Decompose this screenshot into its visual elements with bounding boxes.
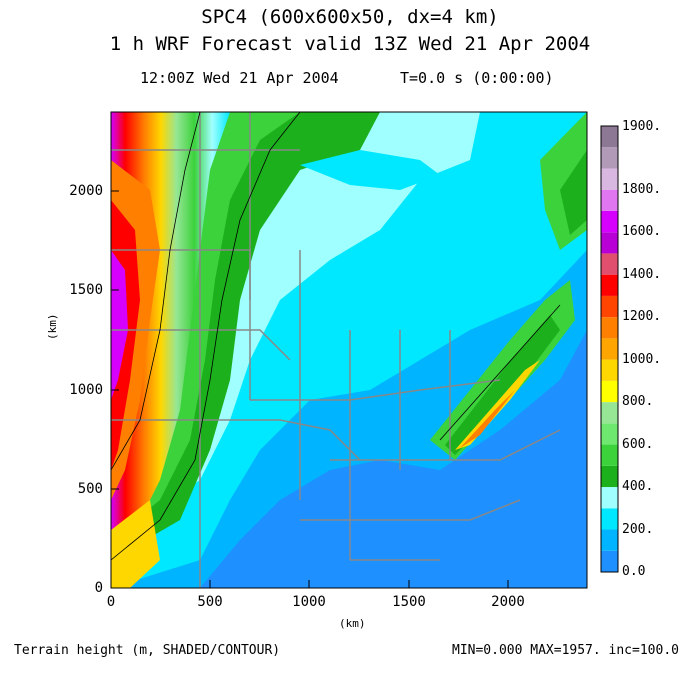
colorbar-label: 1600. xyxy=(622,224,662,240)
colorbar-swatch xyxy=(601,210,618,233)
y-tick-label: 1500 xyxy=(69,282,103,298)
y-tick-label: 500 xyxy=(77,481,103,497)
y-tick-label: 0 xyxy=(94,580,103,596)
x-tick-label: 0 xyxy=(106,594,116,610)
time-step: T=0.0 s (0:00:00) xyxy=(400,69,554,87)
y-tick-label: 1000 xyxy=(69,382,103,398)
axis-ticks xyxy=(110,190,509,589)
colorbar-swatch xyxy=(601,508,618,530)
colorbar-label: 1800. xyxy=(622,181,662,197)
y-tick-label: 2000 xyxy=(69,183,103,199)
terrain-map xyxy=(111,112,587,588)
colorbar-swatch xyxy=(601,317,618,339)
colorbar-frame xyxy=(600,125,619,573)
colorbar-swatch xyxy=(601,423,618,445)
colorbar-swatch xyxy=(601,338,618,360)
colorbar-label: 400. xyxy=(622,479,654,495)
colorbar-swatch xyxy=(601,550,618,572)
colorbar-swatch xyxy=(601,232,618,254)
colorbar-label: 1200. xyxy=(622,309,662,325)
x-tick-label: 1000 xyxy=(292,594,326,610)
field-description: Terrain height (m, SHADED/CONTOUR) xyxy=(14,643,281,658)
colorbar-swatch xyxy=(601,168,618,190)
colorbar-swatch xyxy=(601,189,618,211)
map-frame xyxy=(110,111,588,589)
colorbar xyxy=(600,125,619,573)
title-line-1: SPC4 (600x600x50, dx=4 km) xyxy=(201,6,499,28)
colorbar-swatch xyxy=(601,274,618,296)
colorbar-swatch xyxy=(601,529,618,551)
colorbar-swatch xyxy=(601,444,618,466)
colorbar-label: 0.0 xyxy=(622,564,646,579)
x-axis-label: (km) xyxy=(339,617,366,630)
colorbar-swatch xyxy=(601,380,618,403)
colorbar-swatch xyxy=(601,402,618,424)
colorbar-label: 1000. xyxy=(622,351,662,367)
colorbar-label: 1400. xyxy=(622,266,662,282)
colorbar-swatch xyxy=(601,295,618,318)
colorbar-label: 200. xyxy=(622,521,654,537)
colorbar-label: 1900. xyxy=(622,119,662,134)
colorbar-swatch xyxy=(601,253,618,275)
x-tick-label: 500 xyxy=(197,594,223,610)
field-stats: MIN=0.000 MAX=1957. inc=100.0 xyxy=(452,643,679,658)
colorbar-swatch xyxy=(601,126,618,148)
colorbar-swatch xyxy=(601,487,618,509)
x-tick-label: 1500 xyxy=(392,594,426,610)
colorbar-swatch xyxy=(601,359,618,381)
colorbar-swatch xyxy=(601,147,618,169)
x-tick-label: 2000 xyxy=(491,594,525,610)
colorbar-label: 800. xyxy=(622,394,654,410)
y-axis-label: (km) xyxy=(46,313,59,341)
valid-time: 12:00Z Wed 21 Apr 2004 xyxy=(140,69,339,87)
colorbar-label: 600. xyxy=(622,436,654,452)
colorbar-swatch xyxy=(601,465,618,488)
title-line-2: 1 h WRF Forecast valid 13Z Wed 21 Apr 20… xyxy=(109,33,591,55)
